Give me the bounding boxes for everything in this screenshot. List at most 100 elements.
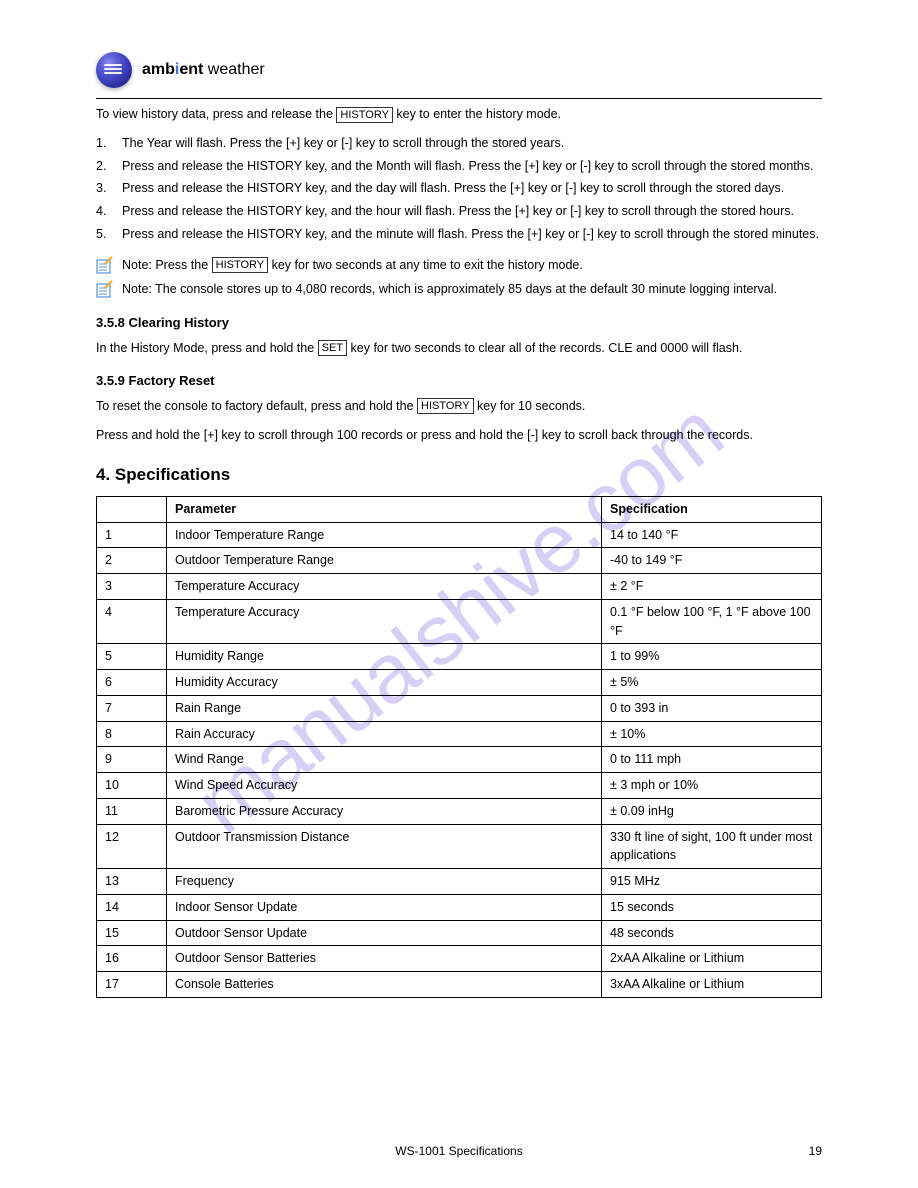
table-cell: 3	[97, 574, 167, 600]
page-number: 19	[809, 1144, 822, 1158]
table-row: 14Indoor Sensor Update15 seconds	[97, 894, 822, 920]
table-cell: Frequency	[167, 869, 602, 895]
table-row: 6Humidity Accuracy± 5%	[97, 670, 822, 696]
table-cell: ± 5%	[602, 670, 822, 696]
history-key-icon: HISTORY	[417, 398, 474, 414]
table-cell: Indoor Temperature Range	[167, 522, 602, 548]
table-cell: Outdoor Sensor Batteries	[167, 946, 602, 972]
content: To view history data, press and release …	[96, 105, 822, 998]
table-row: 4Temperature Accuracy0.1 °F below 100 °F…	[97, 599, 822, 644]
brand-text: ambient weather	[142, 61, 265, 79]
table-cell: 2	[97, 548, 167, 574]
table-cell: 3xAA Alkaline or Lithium	[602, 972, 822, 998]
table-cell: Indoor Sensor Update	[167, 894, 602, 920]
table-cell: 7	[97, 695, 167, 721]
step-1: 1.The Year will flash. Press the [+] key…	[96, 134, 822, 153]
table-cell: 0 to 111 mph	[602, 747, 822, 773]
table-row: 11Barometric Pressure Accuracy± 0.09 inH…	[97, 798, 822, 824]
history-key-icon: HISTORY	[336, 107, 393, 123]
table-cell: 15	[97, 920, 167, 946]
section-factory-body-1: To reset the console to factory default,…	[96, 397, 822, 416]
table-row: 2Outdoor Temperature Range-40 to 149 °F	[97, 548, 822, 574]
table-cell: 17	[97, 972, 167, 998]
table-cell: Console Batteries	[167, 972, 602, 998]
col-spec: Specification	[602, 496, 822, 522]
table-cell: 915 MHz	[602, 869, 822, 895]
table-row: 13Frequency915 MHz	[97, 869, 822, 895]
section-factory-title: 3.5.9 Factory Reset	[96, 371, 822, 391]
table-cell: 9	[97, 747, 167, 773]
table-row: 7Rain Range0 to 393 in	[97, 695, 822, 721]
table-cell: Temperature Accuracy	[167, 574, 602, 600]
step-4: 4.Press and release the HISTORY key, and…	[96, 202, 822, 221]
page-container: ambient weather To view history data, pr…	[0, 0, 918, 1188]
table-row: 17Console Batteries3xAA Alkaline or Lith…	[97, 972, 822, 998]
table-row: 16Outdoor Sensor Batteries2xAA Alkaline …	[97, 946, 822, 972]
step-2: 2.Press and release the HISTORY key, and…	[96, 157, 822, 176]
table-cell: 13	[97, 869, 167, 895]
table-cell: Humidity Range	[167, 644, 602, 670]
spec-title: 4. Specifications	[96, 462, 822, 488]
table-cell: Wind Range	[167, 747, 602, 773]
table-cell: 6	[97, 670, 167, 696]
table-cell: Outdoor Temperature Range	[167, 548, 602, 574]
table-cell: ± 3 mph or 10%	[602, 773, 822, 799]
table-cell: 16	[97, 946, 167, 972]
table-cell: 11	[97, 798, 167, 824]
note-1: Note: Press the HISTORY key for two seco…	[96, 256, 822, 275]
table-cell: Outdoor Sensor Update	[167, 920, 602, 946]
table-row: 8Rain Accuracy± 10%	[97, 721, 822, 747]
table-header-row: Parameter Specification	[97, 496, 822, 522]
table-cell: Outdoor Transmission Distance	[167, 824, 602, 869]
history-key-icon: HISTORY	[212, 257, 269, 273]
table-cell: Temperature Accuracy	[167, 599, 602, 644]
table-cell: 14 to 140 °F	[602, 522, 822, 548]
table-row: 15Outdoor Sensor Update48 seconds	[97, 920, 822, 946]
note-2: Note: The console stores up to 4,080 rec…	[96, 280, 822, 299]
table-cell: Barometric Pressure Accuracy	[167, 798, 602, 824]
table-cell: ± 2 °F	[602, 574, 822, 600]
section-factory-body-2: Press and hold the [+] key to scroll thr…	[96, 426, 822, 445]
intro-line: To view history data, press and release …	[96, 105, 822, 124]
table-cell: Wind Speed Accuracy	[167, 773, 602, 799]
table-row: 1Indoor Temperature Range14 to 140 °F	[97, 522, 822, 548]
table-row: 9Wind Range0 to 111 mph	[97, 747, 822, 773]
header-rule	[96, 98, 822, 99]
section-clear-title: 3.5.8 Clearing History	[96, 313, 822, 333]
table-cell: -40 to 149 °F	[602, 548, 822, 574]
spec-table: Parameter Specification 1Indoor Temperat…	[96, 496, 822, 998]
table-row: 3Temperature Accuracy± 2 °F	[97, 574, 822, 600]
logo-icon	[96, 52, 132, 88]
table-cell: 4	[97, 599, 167, 644]
step-3: 3.Press and release the HISTORY key, and…	[96, 179, 822, 198]
table-cell: 330 ft line of sight, 100 ft under most …	[602, 824, 822, 869]
table-row: 10Wind Speed Accuracy± 3 mph or 10%	[97, 773, 822, 799]
table-cell: ± 0.09 inHg	[602, 798, 822, 824]
table-cell: 1 to 99%	[602, 644, 822, 670]
footer-label: WS-1001 Specifications	[0, 1144, 918, 1158]
section-clear-body: In the History Mode, press and hold the …	[96, 339, 822, 358]
note-icon	[96, 280, 114, 298]
table-cell: 2xAA Alkaline or Lithium	[602, 946, 822, 972]
step-5: 5.Press and release the HISTORY key, and…	[96, 225, 822, 244]
set-key-icon: SET	[318, 340, 347, 356]
table-cell: 15 seconds	[602, 894, 822, 920]
table-row: 5Humidity Range1 to 99%	[97, 644, 822, 670]
col-blank	[97, 496, 167, 522]
table-cell: 1	[97, 522, 167, 548]
table-cell: 12	[97, 824, 167, 869]
table-cell: 8	[97, 721, 167, 747]
table-cell: Rain Range	[167, 695, 602, 721]
table-cell: 48 seconds	[602, 920, 822, 946]
table-cell: 10	[97, 773, 167, 799]
table-cell: 0.1 °F below 100 °F, 1 °F above 100 °F	[602, 599, 822, 644]
table-cell: Rain Accuracy	[167, 721, 602, 747]
table-cell: Humidity Accuracy	[167, 670, 602, 696]
table-cell: ± 10%	[602, 721, 822, 747]
table-cell: 0 to 393 in	[602, 695, 822, 721]
table-row: 12Outdoor Transmission Distance330 ft li…	[97, 824, 822, 869]
table-cell: 14	[97, 894, 167, 920]
header: ambient weather	[96, 52, 822, 88]
table-cell: 5	[97, 644, 167, 670]
col-parameter: Parameter	[167, 496, 602, 522]
